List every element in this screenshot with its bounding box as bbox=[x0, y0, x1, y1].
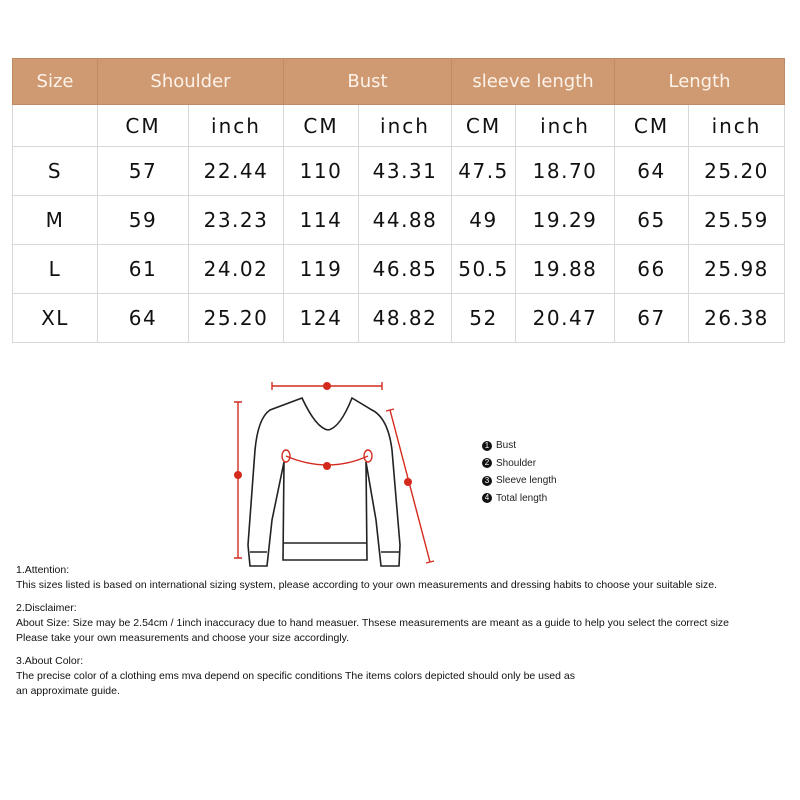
legend-label: Total length bbox=[496, 492, 548, 504]
note-title: 1.Attention: bbox=[16, 564, 70, 576]
unit-cell: inch bbox=[515, 104, 616, 147]
unit-cell: CM bbox=[614, 104, 690, 147]
unit-row: CM inch CM inch CM inch CM inch bbox=[12, 104, 786, 147]
value-cell: 114 bbox=[283, 195, 359, 245]
value-cell: 20.47 bbox=[515, 293, 616, 343]
value-cell: 22.44 bbox=[188, 146, 284, 196]
size-cell: M bbox=[12, 195, 98, 245]
value-cell: 18.70 bbox=[515, 146, 616, 196]
unit-cell: inch bbox=[688, 104, 786, 147]
unit-cell: CM bbox=[97, 104, 189, 147]
value-cell: 25.20 bbox=[188, 293, 284, 343]
value-cell: 25.59 bbox=[688, 195, 786, 245]
note-text: About Size: Size may be 2.54cm / 1inch i… bbox=[16, 617, 730, 629]
value-cell: 65 bbox=[614, 195, 690, 245]
value-cell: 50.5 bbox=[451, 244, 517, 294]
value-cell: 44.88 bbox=[357, 195, 453, 245]
value-cell: 47.5 bbox=[451, 146, 517, 196]
value-cell: 124 bbox=[283, 293, 359, 343]
value-cell: 64 bbox=[614, 146, 690, 196]
sweater-outline bbox=[247, 396, 401, 567]
unit-cell: CM bbox=[451, 104, 517, 147]
legend-item: 3 Sleeve length bbox=[482, 472, 557, 490]
legend-item: 1 Bust bbox=[482, 437, 557, 455]
unit-cell: CM bbox=[283, 104, 359, 147]
note-text: Please take your own measurements and ch… bbox=[16, 632, 350, 644]
value-cell: 43.31 bbox=[357, 146, 453, 196]
legend-item: 2 Shoulder bbox=[482, 455, 557, 473]
note: 2.Disclaimer: About Size: Size may be 2.5… bbox=[16, 601, 729, 646]
note-text: an approximate guide. bbox=[16, 685, 120, 697]
legend-item: 4 Total length bbox=[482, 490, 557, 508]
value-cell: 119 bbox=[283, 244, 359, 294]
value-cell: 25.98 bbox=[688, 244, 786, 294]
table-row: XL 64 25.20 124 48.82 52 20.47 67 26.38 bbox=[12, 293, 786, 343]
header-sleeve-length: sleeve length bbox=[451, 58, 616, 105]
measure-lines bbox=[234, 382, 435, 564]
header-size: Size bbox=[12, 58, 98, 105]
number-badge-icon: 3 bbox=[482, 475, 492, 486]
value-cell: 23.23 bbox=[188, 195, 284, 245]
value-cell: 66 bbox=[614, 244, 690, 294]
value-cell: 61 bbox=[97, 244, 189, 294]
value-cell: 64 bbox=[97, 293, 189, 343]
note: 1.Attention: This sizes listed is based o… bbox=[16, 563, 729, 593]
value-cell: 110 bbox=[283, 146, 359, 196]
size-chart-table: Size Shoulder Bust sleeve length Length … bbox=[12, 58, 786, 343]
value-cell: 49 bbox=[451, 195, 517, 245]
value-cell: 67 bbox=[614, 293, 690, 343]
header-shoulder: Shoulder bbox=[97, 58, 284, 105]
sweater-diagram bbox=[234, 382, 435, 567]
value-cell: 24.02 bbox=[188, 244, 284, 294]
measurement-legend: 1 Bust 2 Shoulder 3 Sleeve length 4 Total lengt… bbox=[482, 437, 557, 507]
table-row: M 59 23.23 114 44.88 49 19.29 65 25.59 bbox=[12, 195, 786, 245]
empty-cell bbox=[12, 104, 98, 147]
number-badge-icon: 2 bbox=[482, 458, 492, 469]
table-row: S 57 22.44 110 43.31 47.5 18.70 64 25.20 bbox=[12, 146, 786, 196]
note-title: 2.Disclaimer: bbox=[16, 602, 77, 614]
number-badge-icon: 1 bbox=[482, 440, 492, 451]
note-title: 3.About Color: bbox=[16, 655, 84, 667]
note-text: The precise color of a clothing ems mva … bbox=[16, 670, 575, 682]
size-cell: XL bbox=[12, 293, 98, 343]
note: 3.About Color: The precise color of a clo… bbox=[16, 654, 729, 699]
value-cell: 19.88 bbox=[515, 244, 616, 294]
unit-cell: inch bbox=[188, 104, 284, 147]
legend-label: Sleeve length bbox=[496, 475, 557, 487]
size-cell: L bbox=[12, 244, 98, 294]
legend-label: Shoulder bbox=[496, 457, 537, 469]
note-text: This sizes listed is based on internatio… bbox=[16, 579, 717, 591]
value-cell: 52 bbox=[451, 293, 517, 343]
header-bust: Bust bbox=[282, 58, 453, 105]
value-cell: 26.38 bbox=[688, 293, 786, 343]
size-cell: S bbox=[12, 146, 98, 196]
legend-label: Bust bbox=[496, 440, 517, 452]
unit-cell: inch bbox=[357, 104, 453, 147]
value-cell: 25.20 bbox=[688, 146, 786, 196]
value-cell: 57 bbox=[97, 146, 189, 196]
value-cell: 48.82 bbox=[357, 293, 453, 343]
value-cell: 19.29 bbox=[515, 195, 616, 245]
notes-section: 1.Attention: This sizes listed is based o… bbox=[16, 563, 729, 707]
header-length: Length bbox=[614, 58, 786, 105]
number-badge-icon: 4 bbox=[482, 493, 492, 504]
value-cell: 59 bbox=[97, 195, 189, 245]
table-row: L 61 24.02 119 46.85 50.5 19.88 66 25.98 bbox=[12, 244, 786, 294]
header-row: Size Shoulder Bust sleeve length Length bbox=[12, 58, 786, 105]
value-cell: 46.85 bbox=[357, 244, 453, 294]
